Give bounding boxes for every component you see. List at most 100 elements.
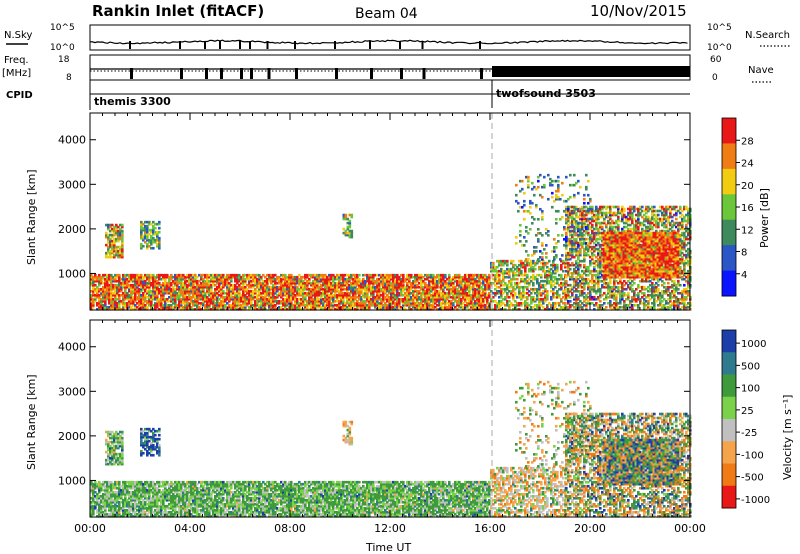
power-echo <box>637 229 640 233</box>
power-echo <box>552 289 555 293</box>
power-echo <box>464 275 467 279</box>
power-echo <box>518 287 521 291</box>
power-echo <box>607 227 610 231</box>
power-echo <box>350 307 353 311</box>
power-echo <box>232 305 235 309</box>
power-echo <box>548 307 551 311</box>
power-echo <box>230 289 233 293</box>
power-echo <box>348 307 351 311</box>
power-echo <box>246 301 249 305</box>
power-echo <box>204 297 207 301</box>
power-echo <box>276 281 279 285</box>
power-echo <box>362 281 365 285</box>
freq-gap <box>335 68 338 79</box>
power-echo <box>587 217 590 221</box>
power-echo <box>326 299 329 303</box>
power-echo <box>510 279 513 283</box>
power-echo <box>528 289 531 293</box>
power-echo <box>166 291 169 295</box>
power-echo <box>591 237 594 241</box>
power-echo <box>360 301 363 305</box>
power-echo <box>597 273 600 277</box>
power-echo <box>266 299 269 303</box>
power-echo <box>196 281 199 285</box>
power-echo <box>140 305 143 309</box>
power-echo <box>352 293 355 297</box>
power-echo <box>645 215 648 219</box>
power-echo <box>164 273 167 277</box>
power-echo <box>304 273 307 277</box>
power-echo <box>184 297 187 301</box>
power-echo <box>396 283 399 287</box>
power-echo <box>310 289 313 293</box>
power-echo <box>617 223 620 227</box>
power-echo <box>562 291 565 295</box>
power-echo <box>450 289 453 293</box>
power-echo <box>522 293 525 297</box>
power-echo <box>631 227 634 231</box>
power-echo <box>346 283 349 287</box>
power-echo <box>158 301 161 305</box>
power-echo <box>216 273 219 277</box>
power-echo <box>581 241 584 245</box>
power-echo <box>360 299 363 303</box>
power-echo <box>615 299 618 303</box>
power-echo <box>424 299 427 303</box>
power-echo <box>514 299 517 303</box>
power-echo <box>494 279 497 283</box>
power-echo <box>292 279 295 283</box>
power-echo <box>444 307 447 311</box>
power-echo <box>569 257 572 261</box>
power-echo <box>476 273 479 277</box>
power-echo <box>573 231 576 235</box>
nave-label: Nave <box>748 65 774 76</box>
power-echo <box>376 295 379 299</box>
power-echo <box>256 273 259 277</box>
power-echo <box>617 285 620 289</box>
power-echo <box>538 307 541 311</box>
power-echo <box>595 209 598 213</box>
power-echo <box>560 273 563 277</box>
power-echo <box>256 285 259 289</box>
power-echo <box>330 287 333 291</box>
power-echo <box>571 273 574 277</box>
power-echo <box>176 273 179 277</box>
power-echo <box>92 283 95 287</box>
power-echo <box>330 289 333 293</box>
power-echo <box>94 287 97 291</box>
power-echo <box>546 269 549 273</box>
power-echo <box>316 277 319 281</box>
power-echo <box>216 301 219 305</box>
power-echo <box>567 229 570 233</box>
power-echo <box>488 295 491 299</box>
power-echo <box>466 279 469 283</box>
power-echo <box>560 287 563 291</box>
power-echo <box>182 285 185 289</box>
power-echo <box>412 285 415 289</box>
power-echo <box>164 277 167 281</box>
power-echo <box>482 299 485 303</box>
power-echo <box>583 303 586 307</box>
power-echo <box>216 307 219 311</box>
power-echo <box>390 305 393 309</box>
power-echo <box>522 287 525 291</box>
power-echo <box>647 279 650 283</box>
power-echo <box>611 227 614 231</box>
power-echo <box>564 265 567 269</box>
power-echo <box>176 279 179 283</box>
power-echo <box>450 307 453 311</box>
power-echo <box>462 305 465 309</box>
power-echo <box>494 307 497 311</box>
power-echo <box>454 285 457 289</box>
power-echo <box>583 251 586 255</box>
power-echo <box>312 303 315 307</box>
power-echo <box>182 299 185 303</box>
power-echo <box>348 273 351 277</box>
power-echo <box>593 273 596 277</box>
power-echo <box>274 291 277 295</box>
power-echo <box>617 207 620 211</box>
power-echo <box>476 301 479 305</box>
power-echo <box>310 307 313 311</box>
power-echo <box>208 275 211 279</box>
power-echo <box>536 279 539 283</box>
